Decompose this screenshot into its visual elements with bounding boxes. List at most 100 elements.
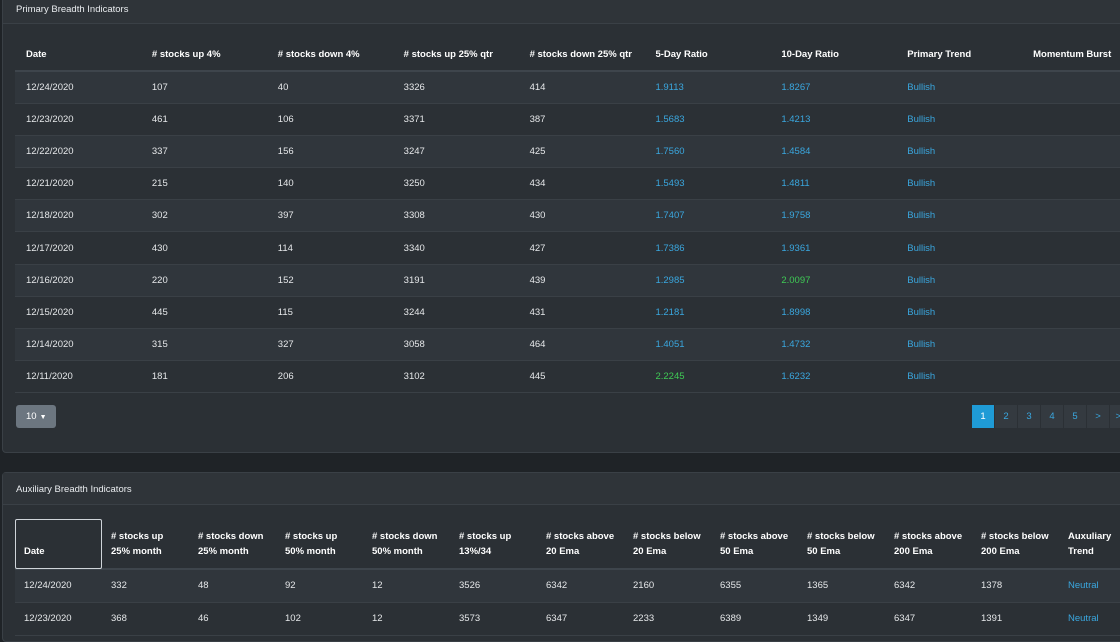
table-cell: 3573: [459, 613, 481, 624]
table-cell: 302: [151, 210, 168, 222]
column-header-line: # stocks down: [372, 531, 438, 542]
column-header-line: 50% month: [372, 546, 423, 557]
table-cell: 156: [277, 145, 294, 157]
table-cell: 434: [529, 178, 546, 190]
table-cell: 107: [151, 81, 168, 93]
column-header[interactable]: 5-Day Ratio: [655, 49, 708, 60]
column-header-line: # stocks above: [894, 531, 963, 542]
column-header[interactable]: # stocks below 200 Ema: [972, 519, 1059, 569]
table-cell: 102: [285, 613, 301, 624]
table-cell: 439: [529, 274, 546, 286]
table-cell: [1022, 361, 1120, 393]
page-size-dropdown[interactable]: 10 ▼: [16, 405, 56, 428]
column-header[interactable]: # stocks below 20 Ema: [624, 519, 711, 569]
table-cell: 6355: [720, 580, 742, 592]
page-link[interactable]: 1: [972, 405, 995, 428]
table-cell: 12/17/2020: [26, 242, 74, 254]
column-header[interactable]: # stocks up 4%: [151, 49, 221, 60]
column-header[interactable]: # stocks up 50% month: [276, 519, 363, 569]
table-cell: 1.5683: [655, 113, 685, 125]
page-link[interactable]: >>: [1110, 405, 1120, 428]
column-header[interactable]: # stocks up 13%/34: [450, 519, 537, 569]
table-cell: 1.4584: [781, 145, 811, 157]
table-cell: 397: [277, 210, 294, 222]
table-cell: 1349: [807, 613, 829, 624]
table-cell: 12/14/2020: [26, 339, 74, 351]
column-header[interactable]: # stocks below 50 Ema: [798, 519, 885, 569]
column-header[interactable]: # stocks above 200 Ema: [885, 519, 972, 569]
table-cell: 3102: [403, 371, 425, 383]
table-cell: 327: [277, 339, 294, 351]
table-cell: 1.4213: [781, 113, 811, 125]
column-header[interactable]: # stocks up 25% qtr: [403, 49, 493, 60]
table-cell: 6389: [720, 613, 742, 624]
table-cell: 430: [529, 210, 546, 222]
table-cell: 92: [285, 580, 296, 592]
page-link[interactable]: 5: [1064, 405, 1087, 428]
page-link[interactable]: 4: [1041, 405, 1064, 428]
table-cell: Bullish: [907, 306, 936, 318]
table-row: 12/24/2020 107 40 3326 414 1.9113 1.8267 Bullis…: [15, 71, 1120, 104]
table-cell: 3191: [403, 274, 425, 286]
table-cell: 12/22/2020: [26, 145, 74, 157]
column-header-line: # stocks up: [285, 531, 338, 542]
table-cell: 1.9361: [781, 242, 811, 254]
table-cell: 3244: [403, 306, 425, 318]
column-header[interactable]: # stocks down 4%: [277, 49, 360, 60]
table-cell: 115: [277, 306, 293, 318]
column-header-line: # stocks above: [546, 531, 615, 542]
table-row: 12/23/2020 461 106 3371 387 1.5683 1.4213 Bulli…: [15, 103, 1120, 136]
column-header[interactable]: # stocks up 25% month: [102, 519, 189, 569]
table-cell: 6342: [894, 580, 916, 592]
table-cell: 48: [198, 580, 209, 592]
column-header[interactable]: # stocks above 20 Ema: [537, 519, 624, 569]
table-row: 12/17/2020 430 114 3340 427 1.7386 1.9361 Bulli…: [15, 231, 1120, 265]
table-cell: [1022, 296, 1120, 328]
auxiliary-breadth-title: Auxiliary Breadth Indicators: [3, 473, 1120, 505]
table-cell: 1.4732: [781, 339, 811, 351]
table-row: 12/21/2020 215 140 3250 434 1.5493 1.4811 Bulli…: [15, 167, 1120, 200]
column-header-line: # stocks above: [720, 531, 789, 542]
table-cell: 12/24/2020: [24, 580, 72, 592]
table-cell: 1.2985: [655, 274, 685, 286]
table-cell: Bullish: [907, 371, 936, 383]
column-header[interactable]: # stocks down 25% month: [189, 519, 276, 569]
column-header-line: 20 Ema: [633, 546, 667, 557]
table-cell: 464: [529, 339, 546, 351]
table-cell: 2.0097: [781, 274, 811, 286]
table-cell: 12/21/2020: [26, 178, 74, 190]
column-header[interactable]: 10-Day Ratio: [781, 49, 839, 60]
column-header-line: 200 Ema: [981, 546, 1020, 557]
column-header[interactable]: Auxuliary Trend: [1059, 519, 1120, 569]
table-row: 12/16/2020 220 152 3191 439 1.2985 2.0097 Bulli…: [15, 264, 1120, 297]
column-header[interactable]: Momentum Burst: [1033, 49, 1112, 60]
table-cell: 1378: [981, 580, 1003, 592]
page-link[interactable]: >: [1087, 405, 1110, 428]
column-header[interactable]: # stocks above 50 Ema: [711, 519, 798, 569]
column-header-line: # stocks below: [981, 531, 1049, 542]
table-cell: 1.2181: [655, 306, 685, 318]
table-cell: 2.2245: [655, 371, 685, 383]
page-link[interactable]: 3: [1018, 405, 1041, 428]
table-row: 12/22/2020 337 156 3247 425 1.7560 1.4584 Bulli…: [15, 135, 1120, 168]
table-cell: 215: [151, 178, 168, 190]
column-header[interactable]: Date: [15, 519, 102, 569]
table-cell: [1022, 329, 1120, 361]
table-cell: 1.7560: [655, 145, 685, 157]
primary-breadth-table: Date # stocks up 4% # stocks down 4% # stoc…: [15, 39, 1120, 393]
column-header[interactable]: Date: [26, 49, 47, 60]
column-header[interactable]: # stocks down 25% qtr: [529, 49, 632, 60]
table-cell: Bullish: [907, 274, 936, 286]
table-cell: 12/11/2020: [26, 371, 73, 383]
column-header[interactable]: # stocks down 50% month: [363, 519, 450, 569]
page-link[interactable]: 2: [995, 405, 1018, 428]
caret-down-icon: ▼: [39, 414, 47, 421]
table-cell: 106: [277, 113, 294, 125]
table-row: 12/18/2020 302 397 3308 430 1.7407 1.9758 Bulli…: [15, 199, 1120, 232]
column-header[interactable]: Primary Trend: [907, 49, 972, 60]
table-cell: 12/15/2020: [26, 306, 74, 318]
table-cell: Neutral: [1068, 613, 1099, 624]
table-cell: 140: [277, 178, 294, 190]
table-header-row: Date # stocks up 25% month # stocks down 25%…: [15, 519, 1120, 569]
table-cell: 461: [151, 113, 168, 125]
